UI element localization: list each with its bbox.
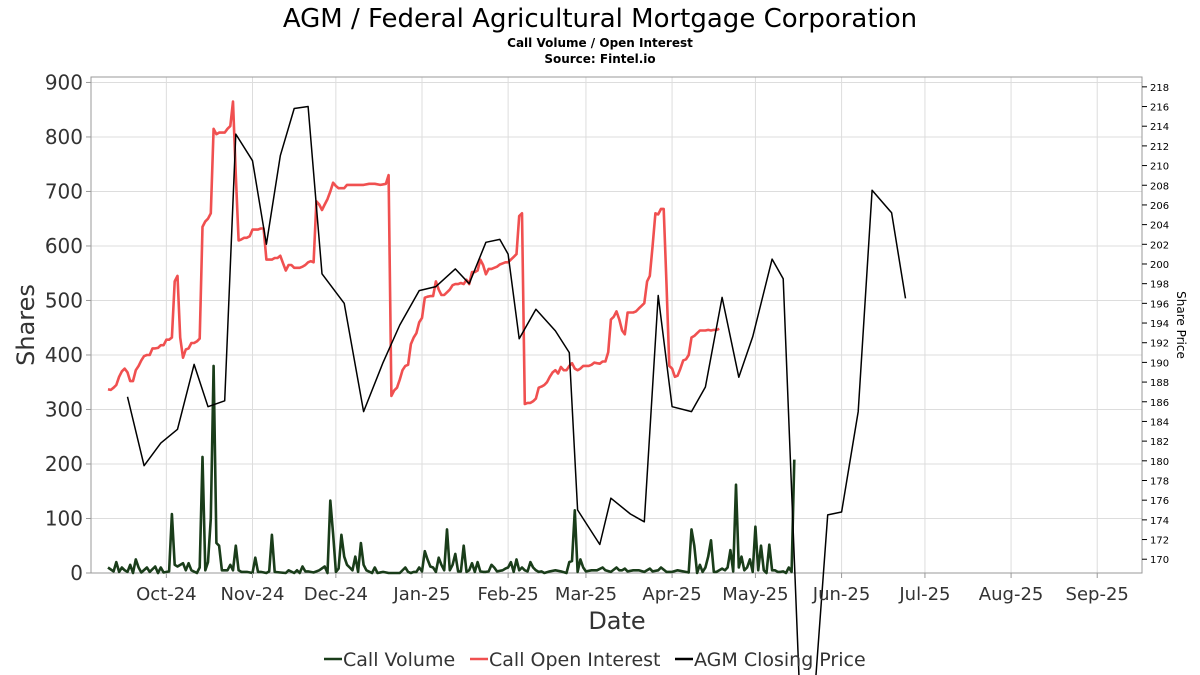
y-tick-label: 500 — [45, 288, 83, 312]
legend: Call Volume Call Open Interest AGM Closing… — [324, 649, 866, 671]
y2-tick-label: 184 — [1150, 417, 1169, 428]
y-tick-label: 0 — [70, 561, 83, 585]
y2-tick-label: 208 — [1150, 181, 1169, 192]
y2-tick-label: 206 — [1150, 201, 1169, 212]
legend-label: Call Open Interest — [489, 649, 661, 671]
y-tick-label: 100 — [45, 506, 83, 530]
y-tick-label: 400 — [45, 343, 83, 367]
chart-subtitle: Call Volume / Open Interest — [507, 36, 693, 50]
y2-tick-label: 170 — [1150, 555, 1169, 566]
plot-area — [90, 76, 1143, 574]
y2-tick-label: 192 — [1150, 339, 1169, 350]
y2-tick-label: 172 — [1150, 536, 1169, 547]
y-tick-label: 700 — [45, 179, 83, 203]
x-tick-label: Jul-25 — [898, 584, 950, 605]
x-axis-title: Date — [588, 607, 645, 635]
legend-label: Call Volume — [343, 649, 455, 671]
y2-tick-label: 202 — [1150, 240, 1169, 251]
y2-tick-label: 200 — [1150, 260, 1169, 271]
y2-axis-title: Share Price — [1174, 291, 1188, 359]
y2-tick-label: 186 — [1150, 398, 1169, 409]
series-lines — [107, 100, 907, 675]
x-tick-label: Mar-25 — [555, 584, 617, 605]
x-tick-label: Jun-25 — [812, 584, 871, 605]
x-axis-ticks: Oct-24 Nov-24 Dec-24 Jan-25 Feb-25 Mar-25 Apr-… — [136, 573, 1129, 605]
x-tick-label: Apr-25 — [642, 584, 701, 605]
y2-axis-ticks: 170 172 174 176 178 180 182 184 186 188 190 192 194 1… — [1142, 83, 1169, 566]
y2-tick-label: 196 — [1150, 299, 1169, 310]
x-tick-label: Sep-25 — [1066, 584, 1129, 605]
x-tick-label: May-25 — [722, 584, 788, 605]
y2-tick-label: 210 — [1150, 162, 1169, 173]
x-tick-label: Jan-25 — [392, 584, 450, 605]
y2-tick-label: 204 — [1150, 221, 1169, 232]
call-volume-line — [107, 364, 796, 575]
x-tick-label: Oct-24 — [136, 584, 197, 605]
y2-tick-label: 174 — [1150, 516, 1169, 527]
y2-tick-label: 216 — [1150, 103, 1169, 114]
y2-tick-label: 182 — [1150, 437, 1169, 448]
call-open-interest-line — [107, 100, 720, 406]
x-tick-label: Nov-24 — [220, 584, 284, 605]
y-tick-label: 200 — [45, 452, 83, 476]
x-tick-label: Aug-25 — [979, 584, 1044, 605]
y2-tick-label: 190 — [1150, 358, 1169, 369]
chart-title: AGM / Federal Agricultural Mortgage Corp… — [283, 4, 917, 34]
y-tick-label: 600 — [45, 234, 83, 258]
y-tick-label: 900 — [45, 70, 83, 94]
y2-tick-label: 198 — [1150, 280, 1169, 291]
y2-tick-label: 176 — [1150, 496, 1169, 507]
y2-tick-label: 218 — [1150, 83, 1169, 94]
y2-tick-label: 178 — [1150, 476, 1169, 487]
y2-tick-label: 180 — [1150, 457, 1169, 468]
x-tick-label: Dec-24 — [304, 584, 368, 605]
x-tick-label: Feb-25 — [477, 584, 538, 605]
y2-tick-label: 188 — [1150, 378, 1169, 389]
chart-source: Source: Fintel.io — [544, 52, 655, 66]
grid — [91, 77, 1142, 574]
legend-label: AGM Closing Price — [694, 649, 866, 671]
y2-tick-label: 194 — [1150, 319, 1169, 330]
agm-closing-price-line — [126, 105, 907, 675]
y2-tick-label: 212 — [1150, 142, 1169, 153]
y2-tick-label: 214 — [1150, 122, 1169, 133]
y-axis-title: Shares — [12, 284, 40, 366]
y-axis-ticks: 0 100 200 300 400 500 600 700 800 900 — [45, 70, 91, 585]
y-tick-label: 800 — [45, 125, 83, 149]
y-tick-label: 300 — [45, 397, 83, 421]
